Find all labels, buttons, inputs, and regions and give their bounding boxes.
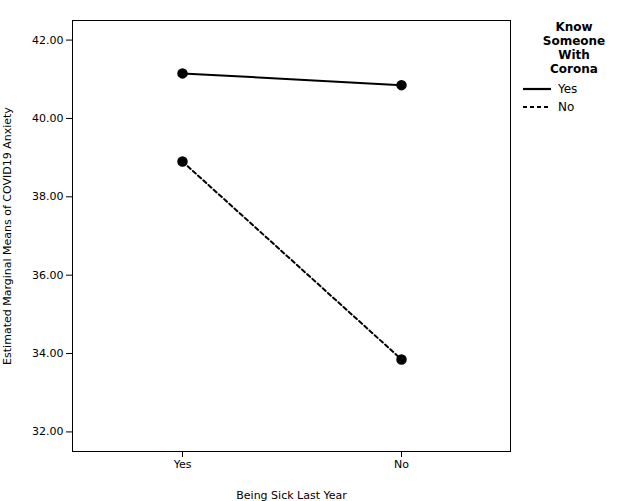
html-text:Yes: Yes <box>558 82 578 96</box>
svg-text:42.00: 42.00 <box>32 34 64 47</box>
svg-text:Estimated Marginal Means of CO: Estimated Marginal Means of COVID19 Anxi… <box>1 107 14 365</box>
svg-text:40.00: 40.00 <box>32 112 64 125</box>
html-text:No: No <box>558 100 575 114</box>
svg-text:36.00: 36.00 <box>32 269 64 282</box>
svg-text:32.00: 32.00 <box>32 425 64 438</box>
svg-text:34.00: 34.00 <box>32 347 64 360</box>
svg-text:Yes: Yes <box>173 458 192 471</box>
svg-text:No: No <box>394 458 409 471</box>
html-text:Know Someone With Corona: Know Someone With Corona <box>542 20 606 76</box>
svg-text:Being Sick Last Year: Being Sick Last Year <box>236 489 347 501</box>
svg-text:38.00: 38.00 <box>32 190 64 203</box>
